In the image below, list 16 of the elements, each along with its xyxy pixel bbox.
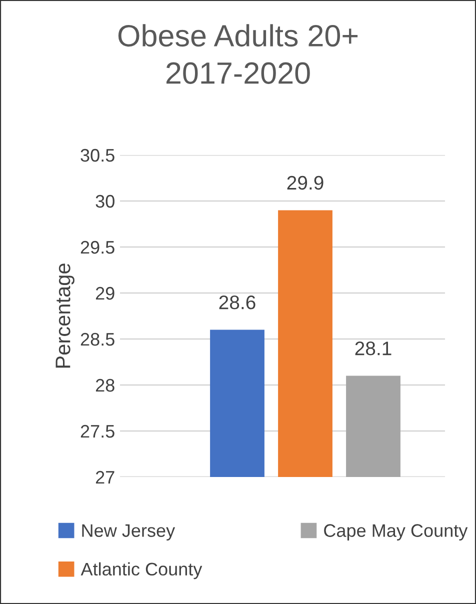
y-tick-label: 30 [96, 194, 114, 208]
legend-label: Atlantic County [80, 562, 202, 580]
y-axis-title: Percentage [56, 264, 74, 368]
y-tick-label: 28 [96, 378, 114, 392]
y-tick-label: 29.5 [80, 240, 114, 254]
chart-title: Obese Adults 20+ 2017-2020 [118, 24, 358, 84]
y-tick-label: 27 [96, 470, 114, 484]
legend-label: New Jersey [82, 524, 176, 541]
data-label: 28.1 [355, 342, 392, 356]
y-tick-label: 28.5 [80, 332, 114, 346]
y-tick-label: 29 [96, 286, 114, 300]
y-tick-label: 30.5 [80, 148, 114, 162]
legend-label: Cape May County [324, 524, 468, 541]
data-label: 29.9 [287, 176, 324, 190]
data-label: 28.6 [219, 296, 256, 310]
y-tick-label: 27.5 [80, 424, 114, 438]
